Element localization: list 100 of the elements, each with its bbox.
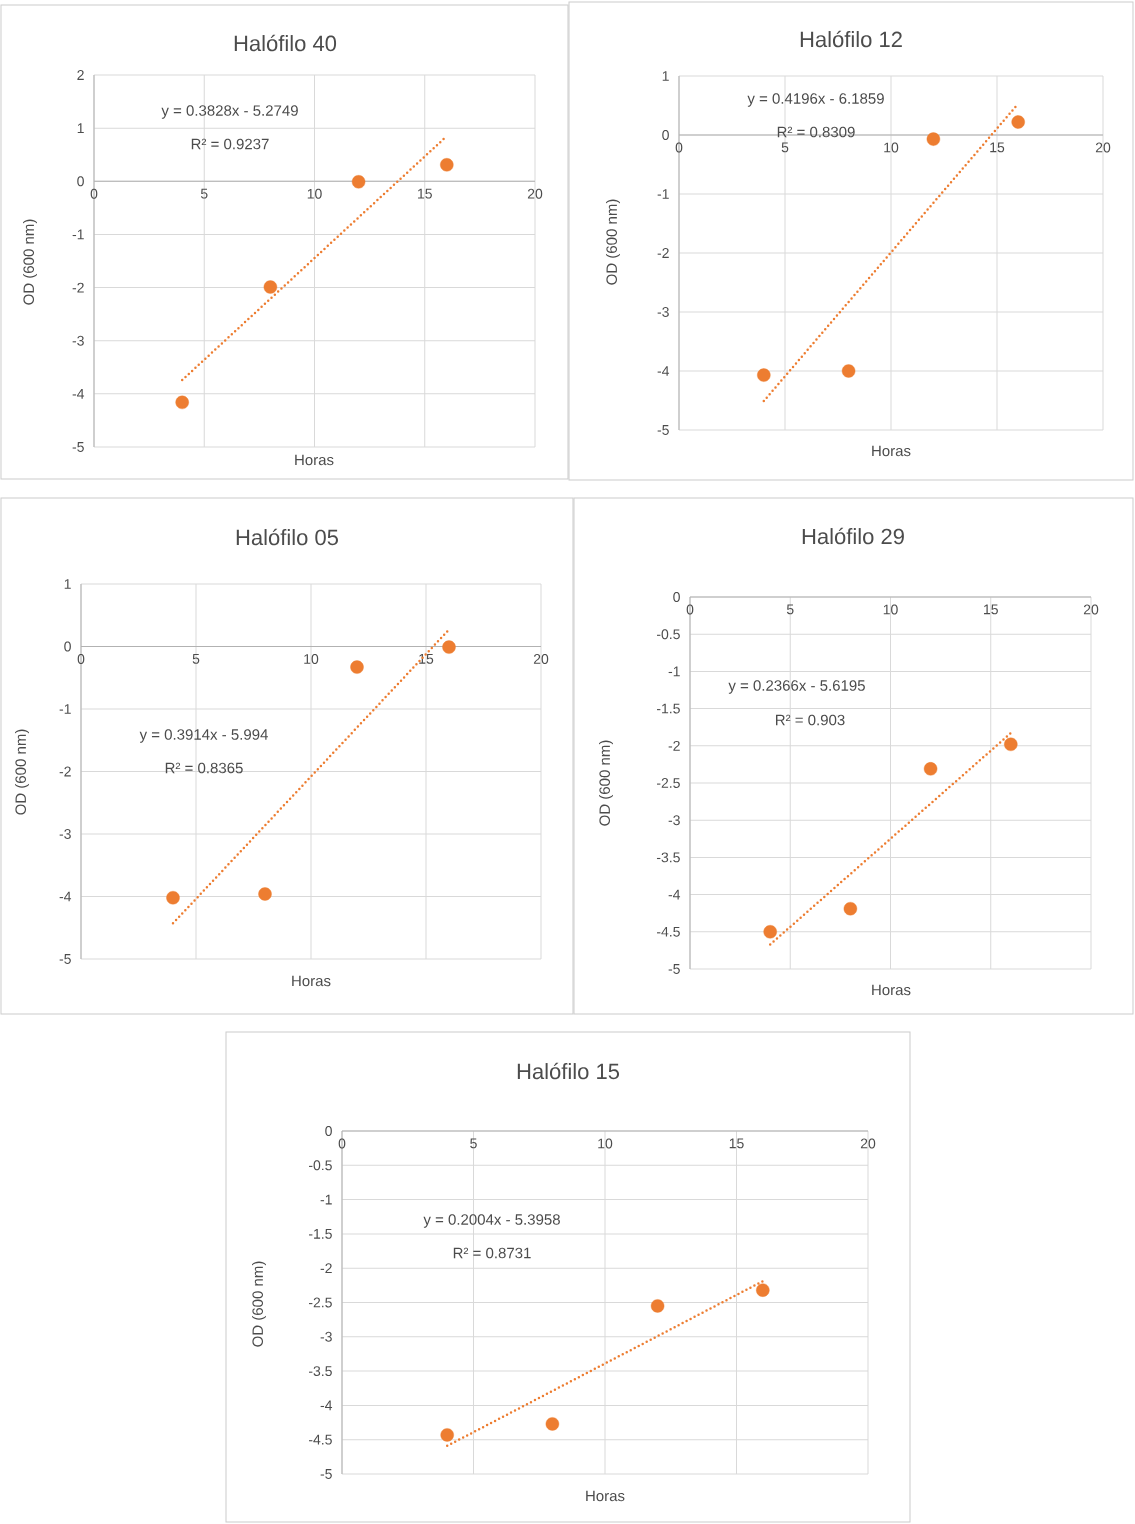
x-tick-label: 5 <box>470 1138 477 1149</box>
y-tick-label: -2 <box>668 740 680 751</box>
y-tick-label: -4 <box>320 1400 333 1411</box>
point <box>1004 737 1018 752</box>
point <box>841 364 856 378</box>
x-tick-label: 20 <box>533 654 549 664</box>
y-axis-title: OD (600 nm) <box>252 1261 266 1347</box>
x-tick-label: 5 <box>192 654 200 664</box>
x-tick-label: 0 <box>338 1138 346 1149</box>
x-axis-title: Horas <box>292 975 331 987</box>
x-tick-label: 10 <box>884 142 899 153</box>
chart-title: Halófilo 29 <box>802 527 904 545</box>
annotation: y = 0.4196x - 6.1859 <box>747 93 884 107</box>
y-axis-title: OD (600 nm) <box>23 219 37 305</box>
x-tick-label: 0 <box>90 188 98 199</box>
y-tick-label: 1 <box>662 71 669 81</box>
x-axis-title: Horas <box>586 1490 625 1502</box>
annotation: y = 0.2004x - 5.3958 <box>423 1214 560 1228</box>
y-tick-label: -5 <box>657 425 669 435</box>
x-axis-title: Horas <box>872 445 911 457</box>
y-tick-label: -3 <box>320 1331 332 1342</box>
y-tick-label: -3 <box>59 829 71 839</box>
x-tick-label: 15 <box>419 654 434 664</box>
y-tick-label: -2 <box>59 766 71 777</box>
y-tick-label: -1 <box>59 704 71 714</box>
point <box>166 891 180 905</box>
y-tick-label: -1 <box>320 1194 332 1205</box>
x-tick-label: 10 <box>598 1138 613 1149</box>
x-tick-label: 5 <box>200 188 208 199</box>
y-tick-label: -3 <box>657 307 669 317</box>
y-tick-label: 0 <box>325 1126 332 1136</box>
y-tick-label: 2 <box>77 70 84 80</box>
y-tick-label: 0 <box>64 641 71 652</box>
x-axis-title: Horas <box>872 984 911 996</box>
y-tick-label: -2 <box>657 248 669 258</box>
point <box>763 925 777 939</box>
y-axis-title: OD (600 nm) <box>599 740 613 826</box>
y-tick-label: -5 <box>668 964 680 974</box>
point <box>923 762 938 776</box>
annotation: R² = 0.8365 <box>165 762 243 774</box>
y-tick-label: -2 <box>320 1263 332 1274</box>
x-tick-label: 15 <box>418 188 432 199</box>
chart-title: Halófilo 05 <box>236 528 338 546</box>
y-tick-label: 0 <box>77 176 84 187</box>
y-tick-label: -4.5 <box>308 1434 332 1445</box>
point <box>442 640 456 654</box>
y-tick-label: -4 <box>59 891 72 902</box>
y-tick-label: -1.5 <box>656 703 680 714</box>
annotation: y = 0.3914x - 5.994 <box>139 729 268 743</box>
y-tick-label: 0 <box>673 592 680 602</box>
y-tick-label: -5 <box>59 954 71 964</box>
annotation: R² = 0.8731 <box>453 1247 531 1259</box>
y-axis-title: OD (600 nm) <box>605 199 620 285</box>
y-tick-label: -1 <box>72 229 84 240</box>
x-tick-label: 15 <box>729 1138 744 1149</box>
annotation: y = 0.2366x - 5.6195 <box>728 680 865 694</box>
x-tick-label: 15 <box>990 142 1005 153</box>
y-axis-title: OD (600 nm) <box>15 729 29 815</box>
chart-title: Halófilo 12 <box>800 30 902 48</box>
y-tick-label: -0.5 <box>656 629 680 640</box>
annotation: y = 0.3828x - 5.2749 <box>161 105 298 119</box>
x-tick-label: 20 <box>527 188 543 199</box>
y-tick-label: -1 <box>668 666 680 677</box>
x-tick-label: 10 <box>307 188 322 199</box>
y-tick-label: -4 <box>668 889 681 900</box>
point <box>757 368 771 382</box>
y-tick-label: 1 <box>77 123 84 133</box>
y-tick-label: -3 <box>72 335 84 346</box>
x-tick-label: 0 <box>686 604 694 615</box>
x-tick-label: 10 <box>304 654 319 664</box>
point <box>351 175 366 189</box>
y-tick-label: -3.5 <box>656 852 680 863</box>
point <box>756 1283 770 1297</box>
y-tick-label: -4 <box>657 366 670 376</box>
x-tick-label: 20 <box>1095 142 1111 153</box>
point <box>545 1417 560 1431</box>
y-tick-label: -3.5 <box>308 1366 332 1377</box>
point <box>1011 115 1025 129</box>
x-tick-label: 15 <box>984 604 998 615</box>
y-tick-label: -0.5 <box>308 1160 332 1171</box>
annotation: R² = 0.8309 <box>777 126 855 138</box>
x-tick-label: 20 <box>860 1138 876 1149</box>
x-axis-title: Horas <box>295 454 334 466</box>
y-tick-label: 1 <box>64 579 71 589</box>
y-tick-label: -2.5 <box>656 778 680 788</box>
y-tick-label: -4 <box>72 389 85 399</box>
y-tick-label: -2.5 <box>308 1297 332 1308</box>
x-tick-label: 5 <box>781 142 789 153</box>
point <box>258 887 272 901</box>
annotation: R² = 0.903 <box>776 714 845 726</box>
point <box>440 158 454 172</box>
y-tick-label: -5 <box>72 442 84 452</box>
chart-title: Halófilo 40 <box>234 34 337 52</box>
x-tick-label: 10 <box>883 604 898 615</box>
x-tick-label: 5 <box>786 604 794 615</box>
y-tick-label: -2 <box>72 282 84 293</box>
y-tick-label: -5 <box>320 1469 332 1479</box>
point <box>926 132 941 146</box>
point <box>440 1428 454 1442</box>
point <box>650 1299 665 1313</box>
